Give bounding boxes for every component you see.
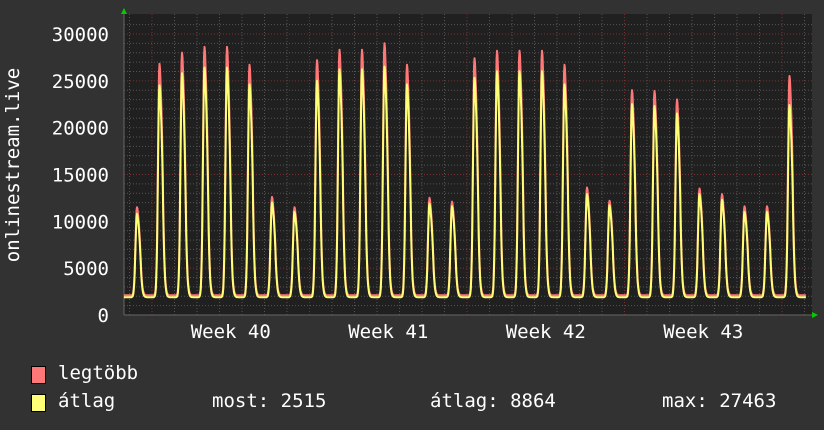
legend-label-avg: átlag [58,390,116,412]
series-line-avg [123,65,807,299]
legend-average: átlag: 8864 [430,390,556,412]
x-axis-ticks: Week 40 Week 41 Week 42 Week 43 [191,321,744,343]
x-tick-label: Week 42 [506,321,586,343]
x-tick-label: Week 40 [191,321,271,343]
series-line-max [123,42,807,297]
y-axis-label: onlinestream.live [2,68,24,262]
y-axis-ticks: 0 5000 10000 15000 20000 25000 30000 [52,24,109,327]
x-axis-arrow [812,312,818,318]
legend-maximum: max: 27463 [662,390,777,412]
legend-swatch-max [31,366,46,384]
y-tick-label: 0 [98,305,109,327]
x-tick-label: Week 43 [663,321,743,343]
y-tick-label: 25000 [52,71,109,93]
legend-now: most: 2515 [212,390,327,412]
y-axis-arrow [121,8,127,14]
y-tick-label: 5000 [63,258,109,280]
series [123,42,807,299]
y-tick-label: 15000 [52,165,109,187]
y-tick-label: 10000 [52,211,109,233]
grid [123,14,812,316]
y-tick-label: 30000 [52,24,109,46]
legend-swatch-avg [31,394,46,412]
y-tick-label: 20000 [52,118,109,140]
x-tick-label: Week 41 [348,321,428,343]
legend-label-max: legtöbb [58,362,139,384]
